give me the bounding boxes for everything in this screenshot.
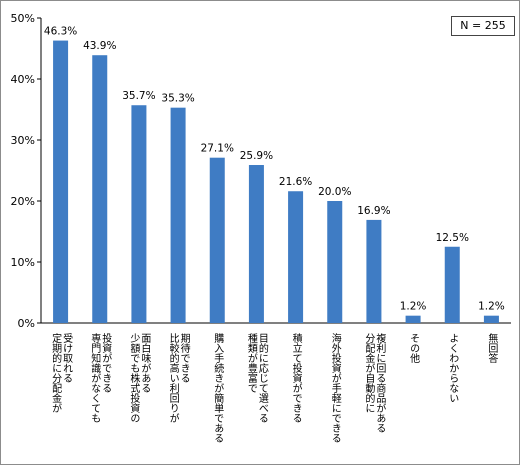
bar [209,157,225,323]
x-category-label: 比較的高い利回りが [167,333,179,423]
x-category-label: その他 [408,333,420,364]
bar-value-label: 21.6% [279,176,312,188]
bar [444,246,460,323]
x-category-label: 専門知識がなくても [89,333,101,423]
y-tick-label: 20% [11,195,35,208]
y-tick-label: 0% [18,317,35,330]
x-category-label: 購入手続きが簡単である [212,332,224,443]
bar-value-label: 12.5% [436,232,469,244]
x-category-label: 複利に回る商品がある [374,332,386,433]
x-category-label: 受け取れる [61,333,73,383]
x-category-label: 目的に応じて選べる [256,333,268,423]
bar-value-label: 1.2% [400,301,427,313]
x-category-label: 面白味がある [139,333,151,393]
y-tick-label: 40% [11,73,35,86]
x-category-label: 海外投資が手軽にできる [329,332,341,443]
bar [131,105,147,323]
y-tick-label: 50% [11,12,35,25]
x-category-label: 積立て投資ができる [290,332,302,423]
x-category-label: 投資ができる [100,332,112,393]
x-category-label: 分配金が自動的に [363,333,375,413]
bar [92,55,108,324]
sample-size-badge: N = 255 [451,16,515,36]
y-tick-label: 30% [11,134,35,147]
x-category-label: 少額でも株式投資の [128,333,140,423]
bar-value-label: 43.9% [83,40,116,52]
x-category-label: 無回答 [486,332,498,364]
bar [170,107,186,323]
bar [327,201,343,323]
x-category-label: よくわからない [447,333,459,403]
x-category-label: 定期的に分配金が [50,332,62,413]
bar [483,315,499,323]
x-category-label: 期待できる [178,333,190,383]
bar-value-label: 35.3% [161,93,194,105]
bar [53,40,69,323]
bar-value-label: 25.9% [240,150,273,162]
y-tick-label: 10% [11,256,35,269]
bar-value-label: 20.0% [318,186,351,198]
bar [288,191,304,323]
bar-value-label: 46.3% [44,26,77,38]
bar [248,165,264,323]
bar [366,219,382,323]
bar [405,315,421,323]
bar-value-label: 16.9% [357,205,390,217]
bar-value-label: 27.1% [201,143,234,155]
bar-value-label: 1.2% [478,301,505,313]
bar-value-label: 35.7% [122,90,155,102]
x-category-label: 種類が豊富で [245,332,257,393]
